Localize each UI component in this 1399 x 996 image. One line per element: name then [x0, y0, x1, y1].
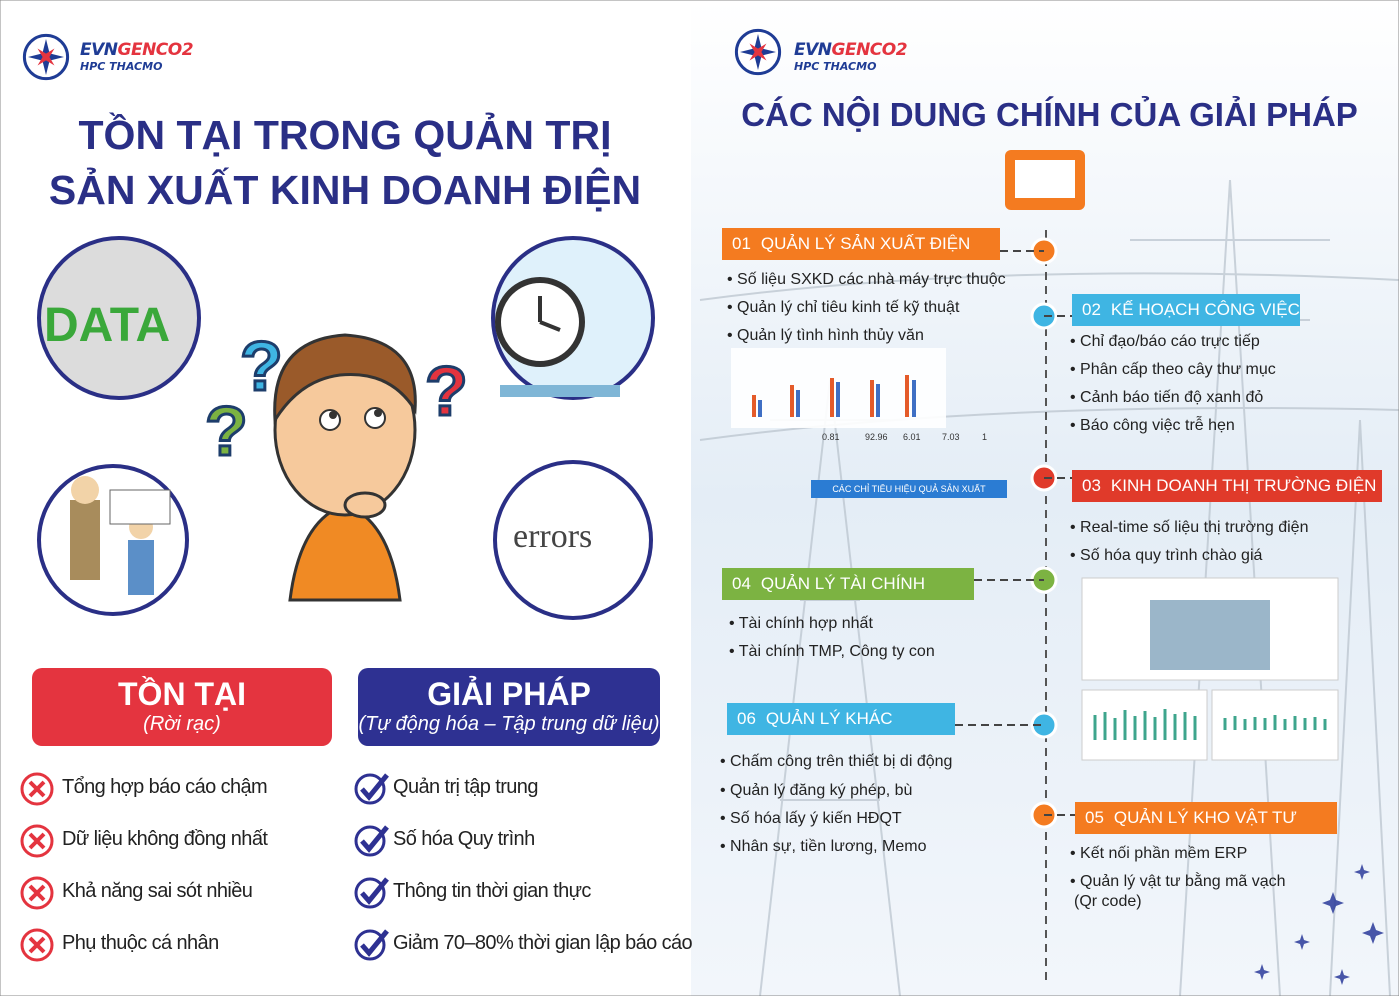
dashboard-metric: 92.96 — [865, 432, 888, 442]
check-icon — [360, 825, 389, 853]
x-icon — [28, 936, 46, 954]
section-header: 05 QUẢN LÝ KHO VẬT TƯ — [1075, 802, 1337, 834]
dashboard-metric: 0.81 — [822, 432, 840, 442]
section-header: 04 QUẢN LÝ TÀI CHÍNH — [722, 568, 974, 600]
section-number: 02 — [1082, 300, 1101, 319]
check-icon — [360, 773, 389, 801]
image-label: DATA — [44, 299, 171, 352]
dashboard-metric: 1 — [982, 432, 988, 442]
section-title: QUẢN LÝ SẢN XUẤT ĐIỆN — [760, 234, 971, 253]
section-title: QUẢN LÝ TÀI CHÍNH — [760, 574, 925, 593]
logo: EVNGENCO2 HPC THACMO — [794, 40, 908, 73]
svg-text:?: ? — [205, 392, 248, 470]
section-bullet: Quản lý vật tư bằng mã vạch — [1070, 873, 1285, 891]
section-title: QUẢN LÝ KHÁC — [765, 709, 893, 728]
section-number: 04 — [732, 574, 751, 593]
logo-sub: HPC THACMO — [80, 60, 163, 73]
section-bullet: Chấm công trên thiết bị di động — [720, 753, 952, 771]
check-icon — [360, 877, 389, 905]
x-icon — [28, 884, 46, 902]
section-bullet: Cảnh báo tiến độ xanh đỏ — [1070, 389, 1263, 407]
logo-brand: EVN — [80, 40, 118, 60]
dashboard-metric: 7.03 — [942, 432, 960, 442]
title-line: SẢN XUẤT KINH DOANH ĐIỆN — [48, 167, 642, 213]
section-bullet: Quản lý tình hình thủy văn — [727, 327, 924, 345]
problems-box: TỒN TẠI (Rời rạc) — [32, 668, 332, 746]
solutions-box: GIẢI PHÁP (Tự động hóa – Tập trung dữ li… — [358, 668, 660, 746]
check-icon — [360, 929, 389, 957]
section-header: 02 KẾ HOẠCH CÔNG VIỆC — [1072, 294, 1300, 326]
section-bullet: Tài chính TMP, Công ty con — [729, 643, 935, 661]
section-bullet: Phân cấp theo cây thư mục — [1070, 361, 1276, 379]
section-header: 01 QUẢN LÝ SẢN XUẤT ĐIỆN — [722, 228, 1000, 260]
box-title: GIẢI PHÁP — [427, 676, 591, 712]
section-bullet: Quản lý đăng ký phép, bù — [720, 782, 912, 800]
x-icon — [28, 780, 46, 798]
section-number: 05 — [1085, 808, 1104, 827]
section-bullet: Báo công việc trễ hẹn — [1070, 417, 1235, 435]
check-icon — [354, 877, 386, 909]
right-title: CÁC NỘI DUNG CHÍNH CỦA GIẢI PHÁP — [741, 96, 1358, 133]
section-bullet: Chỉ đạo/báo cáo trực tiếp — [1070, 333, 1260, 351]
solution-item: Quản trị tập trung — [393, 776, 538, 798]
solution-item: Giảm 70–80% thời gian lập báo cáo — [393, 932, 693, 954]
section-title: KINH DOANH THỊ TRƯỜNG ĐIỆN — [1110, 476, 1377, 495]
logo-brand: EVN — [794, 40, 832, 60]
logo-brand-accent: GENCO2 — [831, 40, 908, 60]
section-number: 03 — [1082, 476, 1101, 495]
problem-item: Khả năng sai sót nhiều — [62, 880, 253, 902]
section-title: KẾ HOẠCH CÔNG VIỆC — [1110, 300, 1300, 319]
box-subtitle: (Rời rạc) — [143, 713, 221, 735]
title-line: TỒN TẠI TRONG QUẢN TRỊ — [78, 112, 612, 158]
section-bullet: Số hóa quy trình chào giá — [1070, 547, 1262, 565]
section-header: 03 KINH DOANH THỊ TRƯỜNG ĐIỆN — [1072, 470, 1382, 502]
box-title: TỒN TẠI — [118, 676, 246, 712]
logo: EVNGENCO2 HPC THACMO — [80, 40, 194, 73]
logo-sub: HPC THACMO — [794, 60, 877, 73]
section-bullet: Real-time số liệu thị trường điện — [1070, 519, 1308, 537]
solution-item: Số hóa Quy trình — [393, 828, 535, 850]
section-bullet: Số hóa lấy ý kiến HĐQT — [720, 810, 902, 828]
section-number: 01 — [732, 234, 751, 253]
section-header: 06 QUẢN LÝ KHÁC — [727, 703, 955, 735]
dashboard-metric: 6.01 — [903, 432, 921, 442]
check-icon — [354, 773, 386, 805]
section-bullet: Số liệu SXKD các nhà máy trực thuộc — [727, 271, 1006, 289]
section-bullet: Quản lý chỉ tiêu kinh tế kỹ thuật — [727, 299, 959, 317]
problem-item: Dữ liệu không đồng nhất — [62, 828, 268, 850]
section-bullet: (Qr code) — [1074, 893, 1142, 910]
timeline-dot — [1030, 711, 1058, 739]
section-bullet: Nhân sự, tiền lương, Memo — [720, 838, 926, 856]
section-title: QUẢN LÝ KHO VẬT TƯ — [1113, 808, 1297, 827]
logo-brand-accent: GENCO2 — [117, 40, 194, 60]
check-icon — [354, 929, 386, 961]
problem-item: Phụ thuộc cá nhân — [62, 932, 219, 954]
svg-text:?: ? — [425, 352, 468, 430]
dashboard-caption: CÁC CHỈ TIÊU HIỆU QUẢ SẢN XUẤT — [832, 484, 986, 494]
x-icon — [28, 832, 46, 850]
section-bullet: Kết nối phần mềm ERP — [1070, 845, 1247, 863]
box-subtitle: (Tự động hóa – Tập trung dữ liệu) — [358, 713, 660, 735]
problem-item: Tổng hợp báo cáo chậm — [62, 776, 268, 798]
section-number: 06 — [737, 709, 756, 728]
check-icon — [354, 825, 386, 857]
section-bullet: Tài chính hợp nhất — [729, 615, 873, 633]
solution-item: Thông tin thời gian thực — [393, 880, 591, 902]
image-label: errors — [513, 518, 593, 555]
